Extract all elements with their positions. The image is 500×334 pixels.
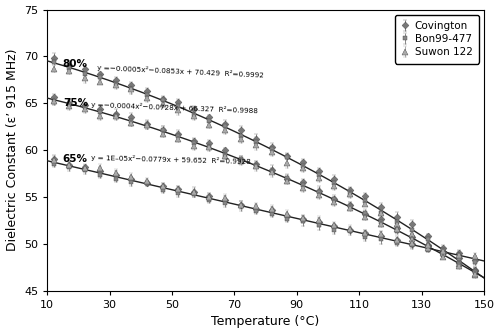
Text: 80%: 80%: [63, 59, 88, 69]
X-axis label: Temperature (°C): Temperature (°C): [212, 315, 320, 328]
Text: 75%: 75%: [63, 98, 88, 108]
Y-axis label: Dielectric Constant (ε’ 915 MHz): Dielectric Constant (ε’ 915 MHz): [6, 49, 18, 252]
Text: y =−0.0004x²−0.0728x + 66.327  R²=0.9988: y =−0.0004x²−0.0728x + 66.327 R²=0.9988: [91, 101, 258, 114]
Text: y = 1E–05x²−0.0779x + 59.652  R²=0.9928: y = 1E–05x²−0.0779x + 59.652 R²=0.9928: [91, 154, 251, 165]
Legend: Covington, Bon99-477, Suwon 122: Covington, Bon99-477, Suwon 122: [395, 15, 478, 63]
Text: 65%: 65%: [63, 154, 88, 164]
Text: y =−0.0005x²−0.0853x + 70.429  R²=0.9992: y =−0.0005x²−0.0853x + 70.429 R²=0.9992: [97, 63, 264, 78]
